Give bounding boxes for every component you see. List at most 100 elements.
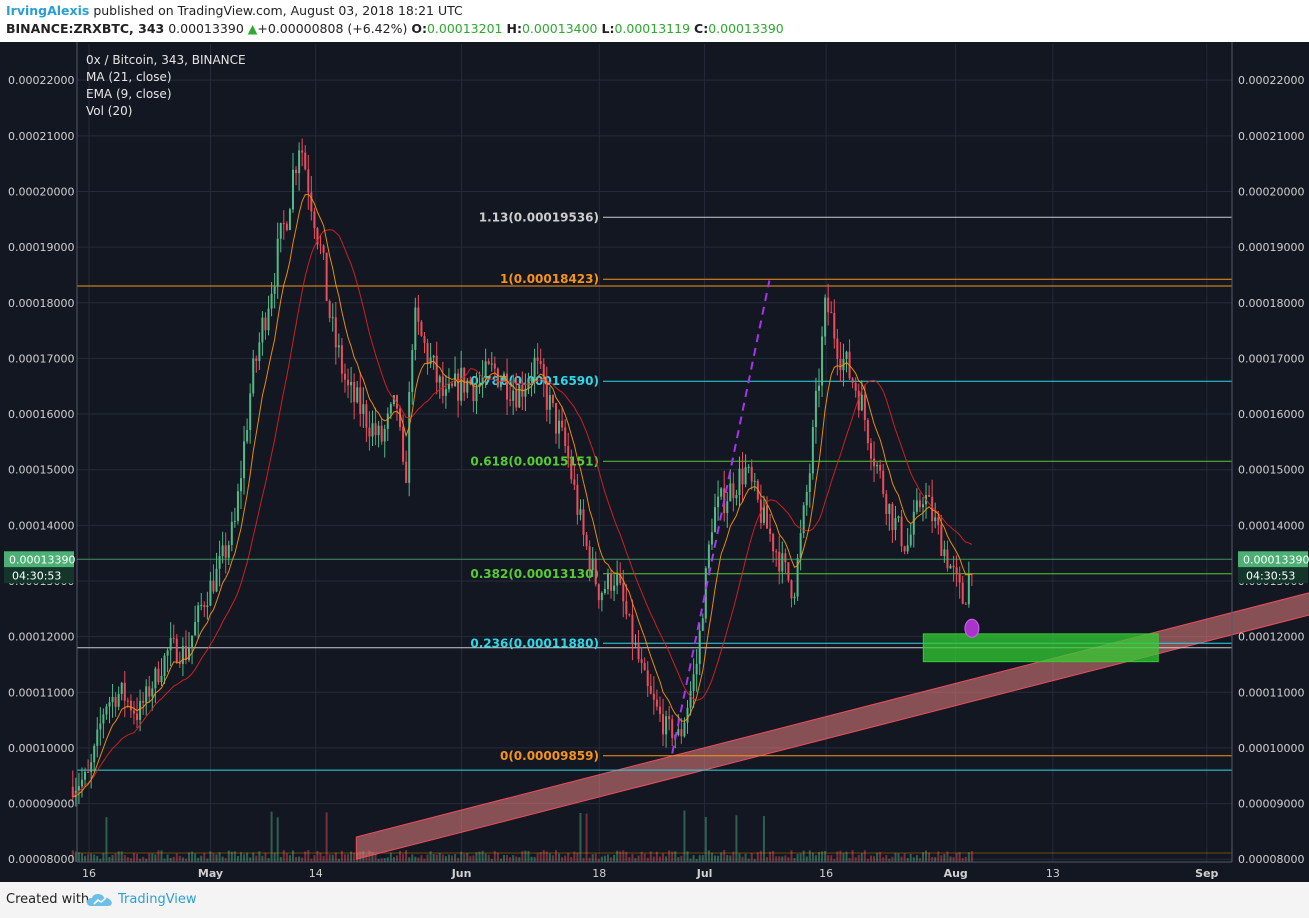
high-value: 0.00013400 [521, 21, 598, 36]
candle-body [597, 584, 600, 601]
volume-bar [940, 855, 943, 862]
volume-bar [172, 856, 175, 862]
candle-body [720, 488, 723, 497]
candle-body [493, 363, 496, 369]
candle-body [322, 245, 325, 253]
candle-body [334, 317, 337, 348]
candle-body [766, 505, 769, 529]
candle-body [802, 505, 805, 534]
candle-body [114, 696, 117, 707]
volume-bar [218, 852, 221, 862]
candles [71, 138, 973, 807]
candle-body [411, 349, 414, 392]
candle-body [377, 425, 380, 436]
candle-body [836, 338, 839, 360]
volume-bar [551, 855, 554, 862]
candle-body [77, 786, 80, 791]
candle-body [762, 505, 765, 523]
volume-bar [530, 856, 533, 862]
candle-body [331, 317, 334, 319]
volume-bar [206, 858, 209, 862]
tradingview-link[interactable]: TradingView [118, 892, 197, 907]
volume-bar [181, 857, 184, 862]
candle-body [567, 446, 570, 459]
volume-bar [695, 858, 698, 862]
volume-bar [129, 858, 132, 862]
candle-body [129, 700, 132, 711]
x-tick-label: Aug [944, 867, 968, 880]
candle-body [460, 367, 463, 401]
candle-body [457, 373, 460, 401]
volume-bar [637, 855, 640, 862]
candle-body [882, 470, 885, 494]
volume-bar [539, 851, 542, 862]
volume-bar [955, 853, 958, 862]
grid-lines [77, 44, 1232, 862]
volume-bar [325, 812, 328, 862]
price-chart[interactable]: 1.13(0.00019536)1(0.00018423)0.786(0.000… [0, 42, 1309, 882]
fib-level-label: 0(0.00009859) [500, 749, 599, 763]
candle-body [374, 423, 377, 436]
volume-bar [729, 855, 732, 862]
volume-bar [958, 852, 961, 862]
author-link[interactable]: IrvingAlexis [6, 3, 90, 18]
y-tick-label-left: 0.00019000 [8, 241, 74, 254]
candle-body [243, 441, 246, 479]
candle-body [426, 342, 429, 364]
volume-bar [759, 850, 762, 862]
volume-bar [570, 856, 573, 862]
y-tick-label-right: 0.00015000 [1238, 464, 1304, 477]
candle-body [873, 458, 876, 467]
candle-body [328, 301, 331, 319]
volume-bar [619, 851, 622, 862]
candle-body [438, 376, 441, 383]
volume-bar [261, 855, 264, 862]
moving-averages [72, 193, 973, 798]
volume-bar [496, 852, 499, 862]
candle-body [87, 771, 90, 773]
candle-body [918, 500, 921, 508]
candle-body [536, 357, 539, 361]
candle-body [490, 363, 493, 365]
volume-bar [894, 852, 897, 862]
y-tick-label-left: 0.00021000 [8, 130, 74, 143]
drawings[interactable] [671, 280, 1159, 754]
candle-body [591, 558, 594, 571]
y-tick-label-right: 0.00014000 [1238, 519, 1304, 532]
candle-body [371, 423, 374, 437]
candle-body [487, 361, 490, 364]
volume-bar [689, 858, 692, 862]
volume-bar [239, 852, 242, 862]
y-tick-label-right: 0.00016000 [1238, 408, 1304, 421]
candle-body [481, 377, 484, 385]
candle-body [503, 373, 506, 382]
candle-body [677, 729, 680, 735]
volume-bar [399, 850, 402, 862]
candle-body [790, 580, 793, 599]
candle-body [239, 478, 242, 492]
volume-bar [386, 857, 389, 862]
candle-body [689, 690, 692, 708]
candle-body [417, 307, 420, 322]
legend-title: 0x / Bitcoin, 343, BINANCE [86, 53, 246, 67]
candle-body [166, 650, 169, 656]
candle-body [631, 614, 634, 645]
volume-bar [863, 850, 866, 862]
candle-body [640, 659, 643, 663]
volume-bar [876, 852, 879, 862]
candle-body [191, 635, 194, 648]
candle-body [851, 378, 854, 383]
volume-bar [912, 857, 915, 862]
candle-body [937, 517, 940, 525]
volume-bar [949, 856, 952, 862]
volume-bar [475, 852, 478, 862]
candle-body [860, 394, 863, 411]
candle-body [392, 395, 395, 405]
candle-body [105, 706, 108, 715]
candle-body [423, 336, 426, 343]
candle-body [93, 745, 96, 763]
volume-bar [934, 857, 937, 862]
volume-bar [365, 854, 368, 862]
volume-bar [518, 857, 521, 862]
volume-bars [71, 810, 1232, 862]
